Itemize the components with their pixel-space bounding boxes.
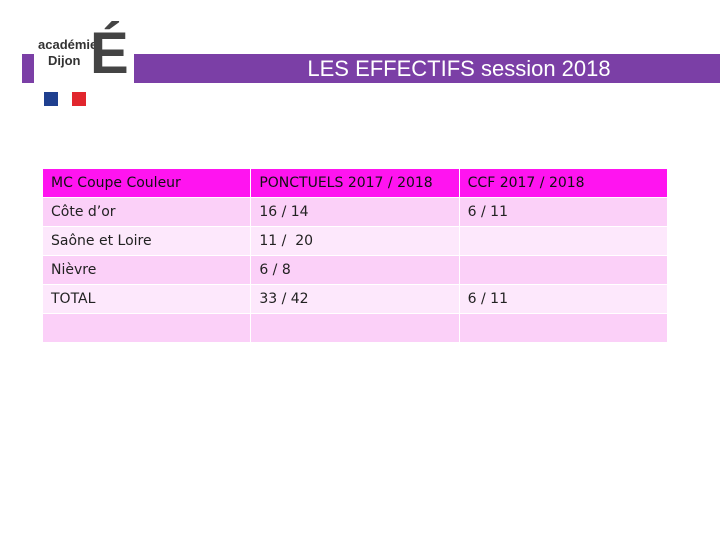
table-cell: 33 / 42	[250, 284, 460, 314]
table-cell	[458, 226, 669, 256]
header-cell: CCF 2017 / 2018	[458, 168, 669, 198]
title-band	[22, 54, 720, 83]
logo-text: Dijon	[48, 53, 81, 68]
table-cell	[250, 313, 460, 343]
table-cell: 16 / 14	[250, 197, 460, 227]
table-row: TOTAL 33 / 42 6 / 11	[41, 284, 669, 314]
table-row: Saône et Loire 11 / 20	[41, 226, 669, 256]
logo-text: académie	[38, 37, 98, 52]
table-row	[41, 313, 669, 343]
logo-letter: É	[90, 21, 129, 86]
table-cell: 6 / 8	[250, 255, 460, 285]
table-cell	[458, 255, 669, 285]
title: LES EFFECTIFS session 2018	[307, 56, 611, 81]
header-cell: PONCTUELS 2017 / 2018	[250, 168, 460, 198]
flag	[44, 92, 86, 106]
table-row: Côte d’or 16 / 14 6 / 11	[41, 197, 669, 227]
table-cell	[458, 313, 669, 343]
table-cell: Côte d’or	[41, 197, 252, 227]
table-cell: Saône et Loire	[41, 226, 252, 256]
table-cell: 6 / 11	[458, 197, 669, 227]
table-row: Nièvre 6 / 8	[41, 255, 669, 285]
header-row: MC Coupe Couleur PONCTUELS 2017 / 2018 CCF…	[41, 168, 669, 198]
table-cell: 6 / 11	[458, 284, 669, 314]
table-cell: 11 / 20	[250, 226, 460, 256]
table-cell	[41, 313, 252, 343]
header-cell: MC Coupe Couleur	[41, 168, 252, 198]
table: MC Coupe Couleur PONCTUELS 2017 / 2018 CCF…	[41, 168, 669, 343]
table-cell: TOTAL	[41, 284, 252, 314]
logo: académie Dijon É	[34, 18, 134, 90]
table-cell: Nièvre	[41, 255, 252, 285]
